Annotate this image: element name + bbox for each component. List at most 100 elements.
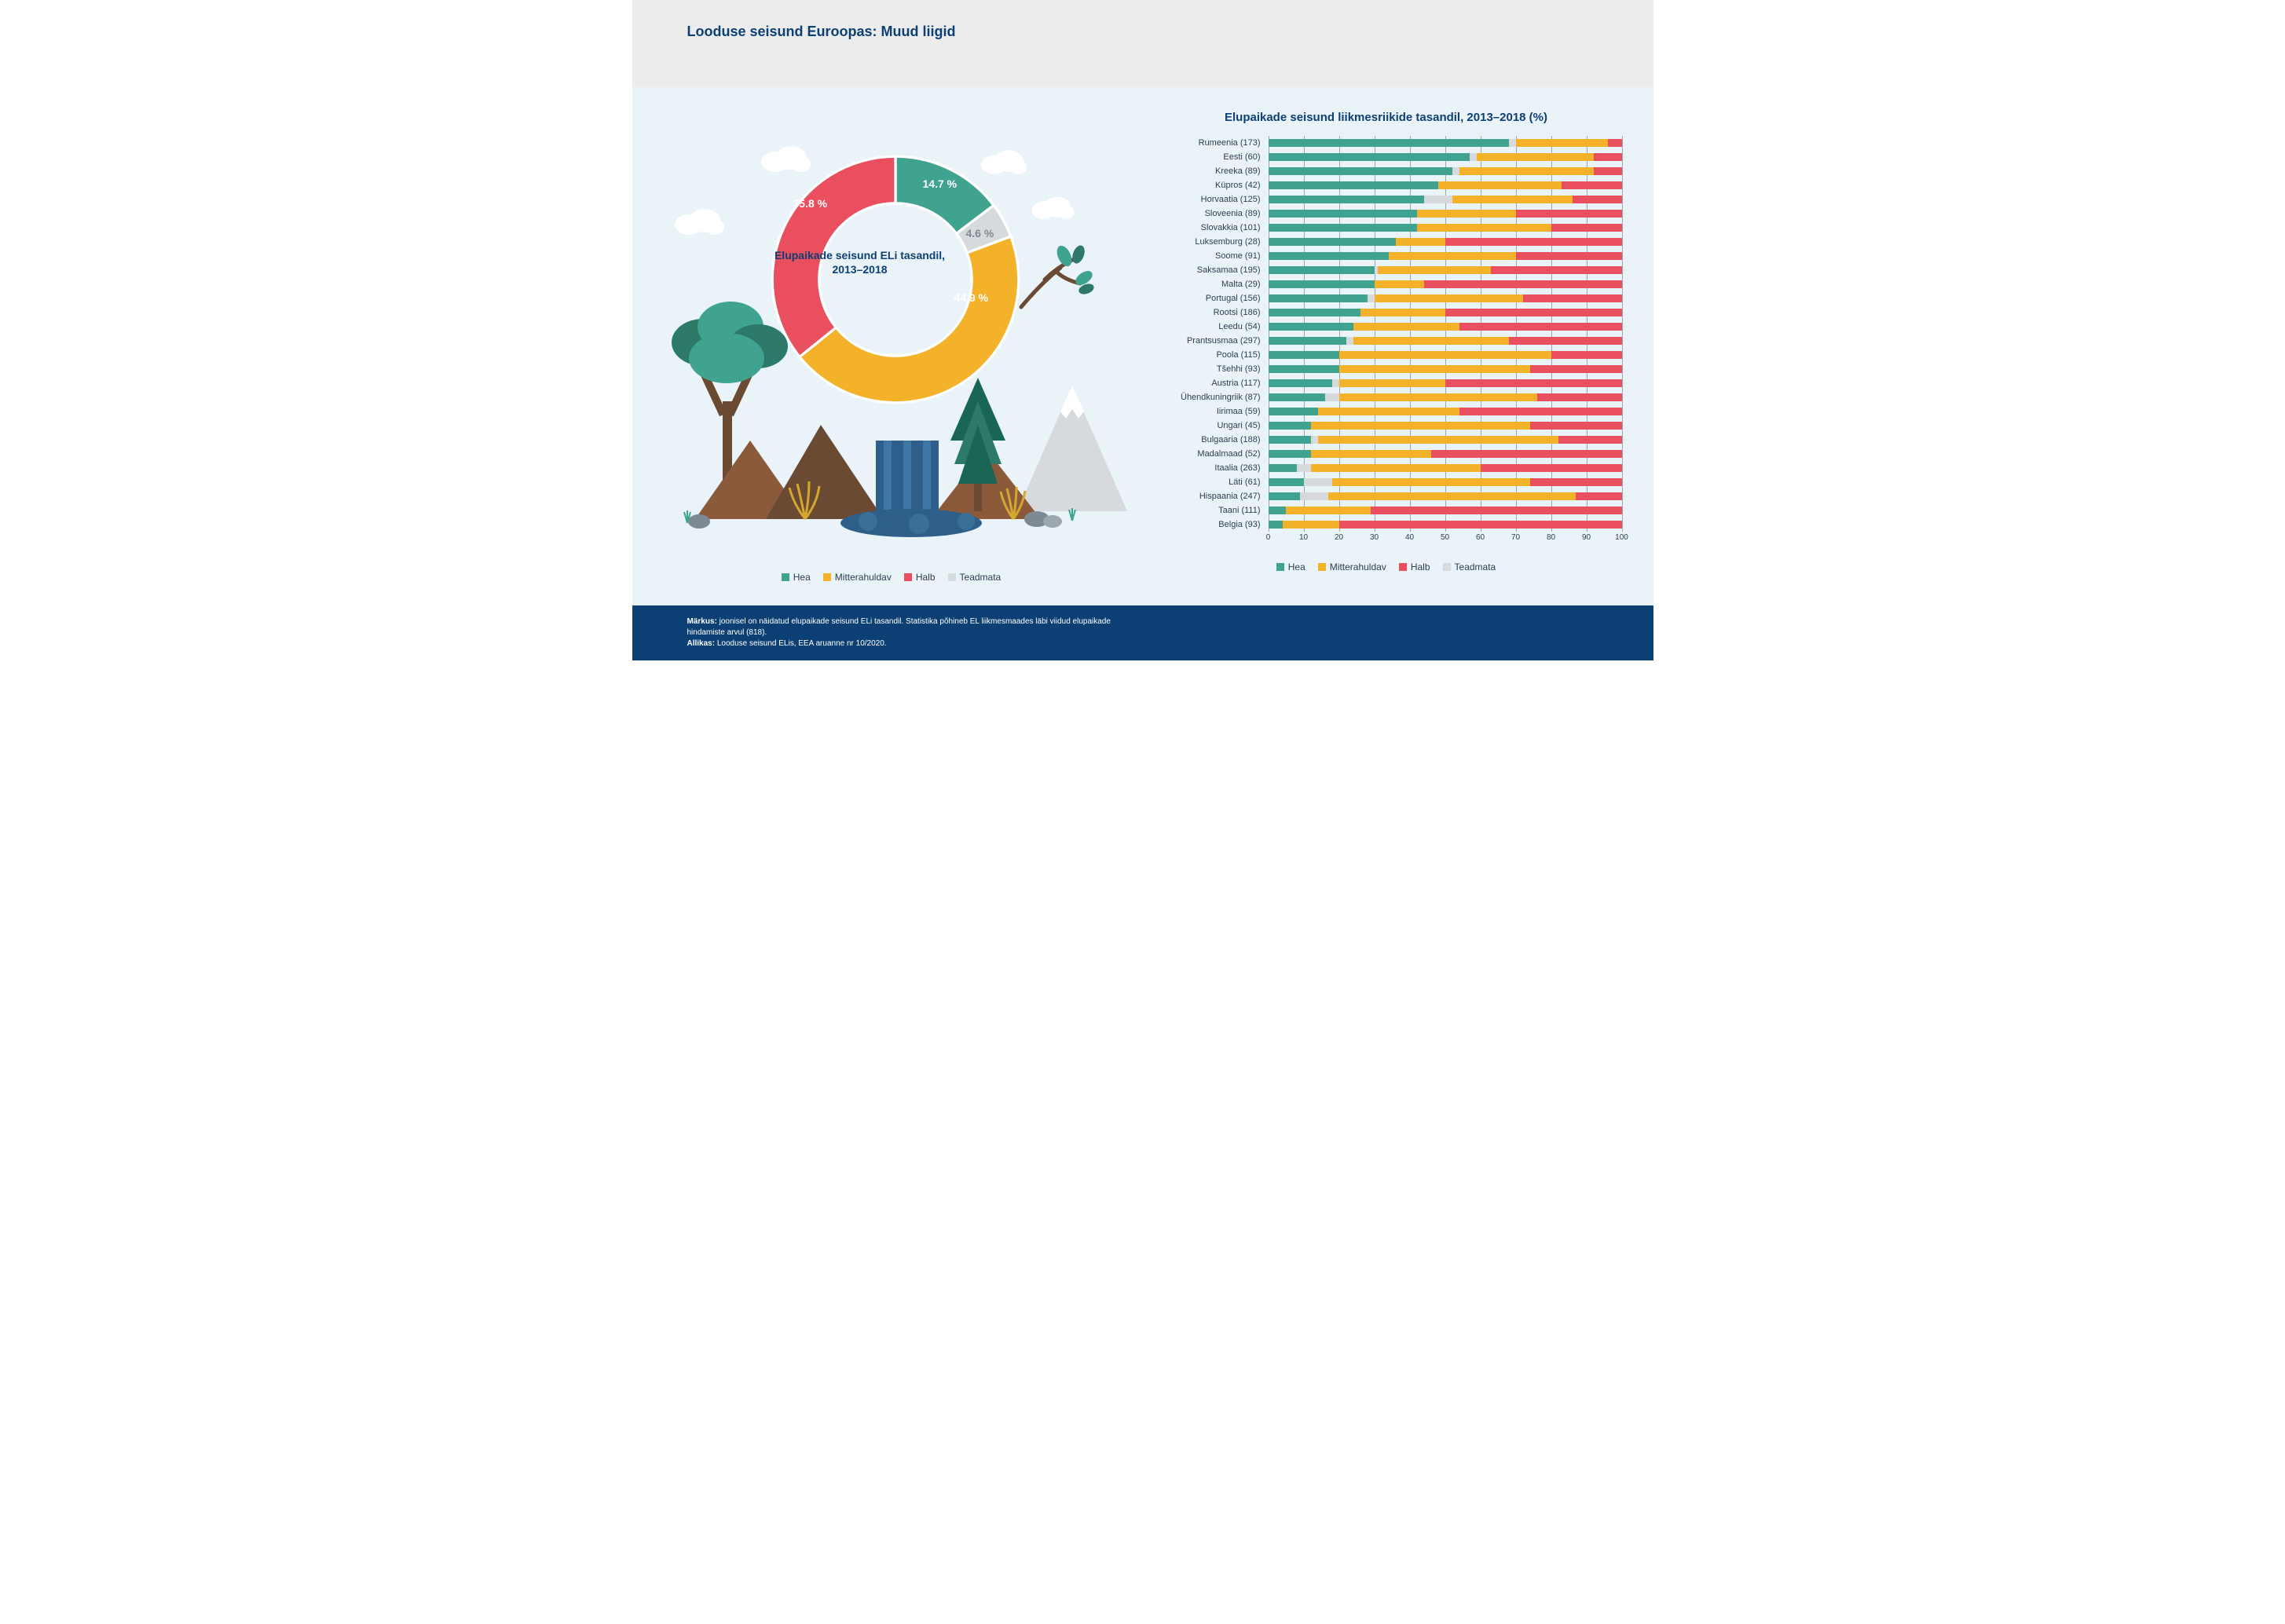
bar-segment-hea <box>1269 464 1297 472</box>
legend-item-mitterahuldav: Mitterahuldav <box>1318 561 1386 572</box>
legend-swatch <box>782 573 789 581</box>
bar-segment-halb <box>1594 167 1622 175</box>
bar-segment-hea <box>1269 139 1509 147</box>
x-tick-label: 100 <box>1615 533 1628 542</box>
barchart-legend: HeaMitterahuldavHalbTeadmata <box>1151 561 1622 573</box>
bar-row: Rootsi (186) <box>1269 305 1622 320</box>
footer-source-text: Looduse seisund ELis, EEA aruanne nr 10/… <box>715 639 887 648</box>
bar-stack <box>1269 309 1622 316</box>
bar-segment-mitterahuldav <box>1311 464 1481 472</box>
bar-segment-teadmata <box>1470 153 1477 161</box>
bar-segment-hea <box>1269 266 1375 274</box>
bar-segment-halb <box>1491 266 1622 274</box>
bar-segment-hea <box>1269 450 1311 458</box>
bar-row: Portugal (156) <box>1269 291 1622 305</box>
bar-stack <box>1269 379 1622 387</box>
bar-label: Läti (61) <box>1151 477 1265 487</box>
bar-segment-mitterahuldav <box>1318 436 1558 444</box>
legend-item-mitterahuldav: Mitterahuldav <box>823 572 892 583</box>
bar-segment-hea <box>1269 238 1396 246</box>
bar-label: Soome (91) <box>1151 251 1265 261</box>
bar-stack <box>1269 266 1622 274</box>
bar-segment-mitterahuldav <box>1339 365 1530 373</box>
bar-segment-hea <box>1269 365 1339 373</box>
x-tick-label: 70 <box>1511 533 1520 542</box>
bar-segment-hea <box>1269 478 1304 486</box>
bar-segment-halb <box>1594 153 1622 161</box>
bar-label: Hispaania (247) <box>1151 492 1265 501</box>
bar-stack <box>1269 464 1622 472</box>
bar-stack <box>1269 450 1622 458</box>
legend-label: Mitterahuldav <box>835 572 892 583</box>
bar-label: Küpros (42) <box>1151 181 1265 190</box>
bar-segment-hea <box>1269 210 1417 218</box>
gridline <box>1622 136 1623 532</box>
cloud-icon <box>1029 193 1076 221</box>
bar-stack <box>1269 167 1622 175</box>
bar-segment-hea <box>1269 153 1470 161</box>
bar-segment-halb <box>1530 365 1622 373</box>
donut-legend: HeaMitterahuldavHalbTeadmata <box>648 572 1135 583</box>
bar-row: Prantsusmaa (297) <box>1269 334 1622 348</box>
bar-stack <box>1269 153 1622 161</box>
bar-row: Rumeenia (173) <box>1269 136 1622 150</box>
bar-label: Eesti (60) <box>1151 152 1265 162</box>
donut-panel: 14.7 %4.6 %44.9 %35.8 % Elupaikade seisu… <box>648 103 1135 590</box>
bar-segment-mitterahuldav <box>1339 379 1445 387</box>
legend-label: Teadmata <box>960 572 1002 583</box>
bar-segment-hea <box>1269 521 1283 529</box>
legend-label: Teadmata <box>1455 561 1496 572</box>
bar-segment-hea <box>1269 181 1438 189</box>
bar-label: Iirimaa (59) <box>1151 407 1265 416</box>
donut-label-mitterahuldav: 44.9 % <box>954 291 989 304</box>
legend-label: Hea <box>793 572 811 583</box>
bar-label: Taani (111) <box>1151 506 1265 515</box>
x-tick-label: 40 <box>1405 533 1414 542</box>
bar-segment-halb <box>1516 210 1622 218</box>
bar-segment-halb <box>1573 196 1622 203</box>
bar-segment-mitterahuldav <box>1318 408 1459 415</box>
bar-segment-halb <box>1459 323 1622 331</box>
bar-segment-halb <box>1537 393 1622 401</box>
bar-label: Tšehhi (93) <box>1151 364 1265 374</box>
bar-row: Madalmaad (52) <box>1269 447 1622 461</box>
bar-segment-halb <box>1523 294 1622 302</box>
donut-chart <box>766 150 1025 409</box>
bar-segment-mitterahuldav <box>1477 153 1594 161</box>
bar-segment-hea <box>1269 280 1375 288</box>
bar-row: Poola (115) <box>1269 348 1622 362</box>
bar-stack <box>1269 422 1622 430</box>
bar-segment-teadmata <box>1452 167 1459 175</box>
bar-label: Saksamaa (195) <box>1151 265 1265 275</box>
x-tick-label: 10 <box>1299 533 1308 542</box>
donut-label-teadmata: 4.6 % <box>966 227 994 240</box>
bar-segment-mitterahuldav <box>1286 507 1371 514</box>
bar-segment-teadmata <box>1297 464 1311 472</box>
bar-segment-hea <box>1269 408 1318 415</box>
bar-stack <box>1269 408 1622 415</box>
bar-segment-mitterahuldav <box>1339 393 1537 401</box>
bar-segment-halb <box>1424 280 1622 288</box>
legend-swatch <box>1276 563 1284 571</box>
bar-segment-halb <box>1516 252 1622 260</box>
bar-stack <box>1269 365 1622 373</box>
bar-row: Itaalia (263) <box>1269 461 1622 475</box>
bar-label: Slovakkia (101) <box>1151 223 1265 232</box>
legend-label: Halb <box>1411 561 1430 572</box>
bar-stack <box>1269 337 1622 345</box>
bar-segment-hea <box>1269 224 1417 232</box>
bar-segment-mitterahuldav <box>1375 294 1523 302</box>
bar-stack <box>1269 492 1622 500</box>
bar-stack <box>1269 280 1622 288</box>
bar-segment-mitterahuldav <box>1339 351 1551 359</box>
bar-stack <box>1269 294 1622 302</box>
bar-segment-mitterahuldav <box>1378 266 1491 274</box>
bar-segment-mitterahuldav <box>1417 224 1551 232</box>
bar-row: Läti (61) <box>1269 475 1622 489</box>
legend-item-teadmata: Teadmata <box>1443 561 1496 572</box>
barchart-title: Elupaikade seisund liikmesriikide tasand… <box>1151 111 1622 124</box>
bar-row: Belgia (93) <box>1269 518 1622 532</box>
bar-segment-halb <box>1371 507 1622 514</box>
bar-segment-hea <box>1269 167 1452 175</box>
bar-segment-mitterahuldav <box>1283 521 1339 529</box>
